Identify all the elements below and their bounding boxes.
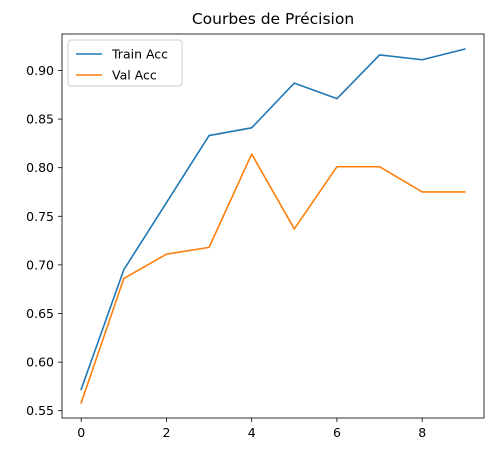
plot-frame (61, 33, 485, 419)
x-tick-label: 6 (333, 425, 341, 440)
x-tick-label: 4 (248, 425, 256, 440)
y-tick-label: 0.65 (26, 306, 54, 321)
axes-layer: 0 2 4 6 8 0.55 0.60 0.65 0.70 0.75 0.80 0.85 0.90 (26, 33, 485, 440)
x-tick-label: 8 (418, 425, 426, 440)
y-tick-label: 0.75 (26, 209, 54, 224)
y-tick-label: 0.55 (26, 403, 54, 418)
y-tick-label: 0.90 (26, 63, 54, 78)
chart-title: Courbes de Précision (192, 10, 354, 28)
y-tick-label: 0.70 (26, 257, 54, 272)
series-line-val-acc (80, 153, 466, 404)
series-layer (80, 48, 466, 404)
y-tick-label: 0.60 (26, 355, 54, 370)
series-line-train-acc (80, 48, 466, 391)
x-tick-label: 2 (162, 425, 170, 440)
legend-label: Val Acc (112, 68, 157, 83)
x-tick-label: 0 (77, 425, 85, 440)
y-tick-label: 0.80 (26, 160, 54, 175)
y-tick-label: 0.85 (26, 112, 54, 127)
legend: Train Acc Val Acc (67, 39, 183, 87)
legend-label: Train Acc (111, 47, 168, 62)
